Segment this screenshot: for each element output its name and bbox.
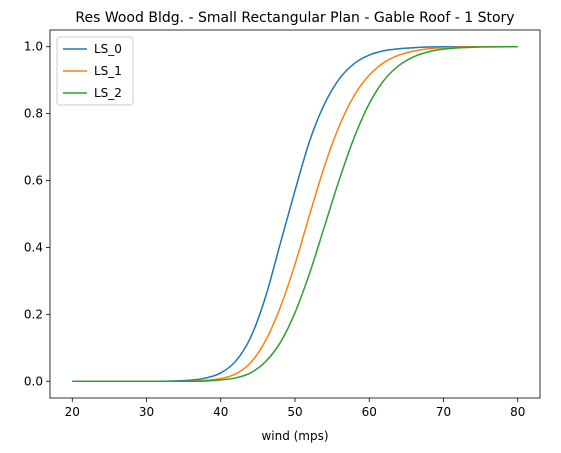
series-line-ls-2 (72, 45, 518, 383)
x-tick-label: 20 (65, 405, 80, 419)
x-tick-label: 60 (362, 405, 377, 419)
y-tick-label: 0.8 (24, 107, 43, 121)
legend: LS_0 LS_1 LS_2 (56, 36, 134, 106)
x-tick-label: 50 (287, 405, 302, 419)
x-tick-label: 80 (510, 405, 525, 419)
legend-label: LS_0 (94, 42, 122, 56)
legend-label: LS_2 (94, 86, 122, 100)
series-line-ls-0 (72, 45, 518, 383)
y-axis-ticks: 0.0 0.2 0.4 0.6 0.8 1.0 (24, 40, 50, 388)
plot-frame (49, 29, 541, 399)
y-tick-label: 0.2 (24, 307, 43, 321)
x-tick-label: 30 (139, 405, 154, 419)
series-line-ls-1 (72, 45, 518, 383)
series-layer (72, 45, 518, 383)
x-axis-ticks: 20 30 40 50 60 70 80 (65, 398, 525, 419)
y-tick-label: 0.4 (24, 240, 43, 254)
y-tick-label: 0.6 (24, 174, 43, 188)
x-tick-label: 70 (436, 405, 451, 419)
y-tick-label: 1.0 (24, 40, 43, 54)
x-tick-label: 40 (213, 405, 228, 419)
y-tick-label: 0.0 (24, 374, 43, 388)
legend-label: LS_1 (94, 64, 122, 78)
legend-box (56, 36, 134, 106)
x-axis-label: wind (mps) (261, 429, 328, 443)
chart-title: Res Wood Bldg. - Small Rectangular Plan … (75, 10, 514, 26)
